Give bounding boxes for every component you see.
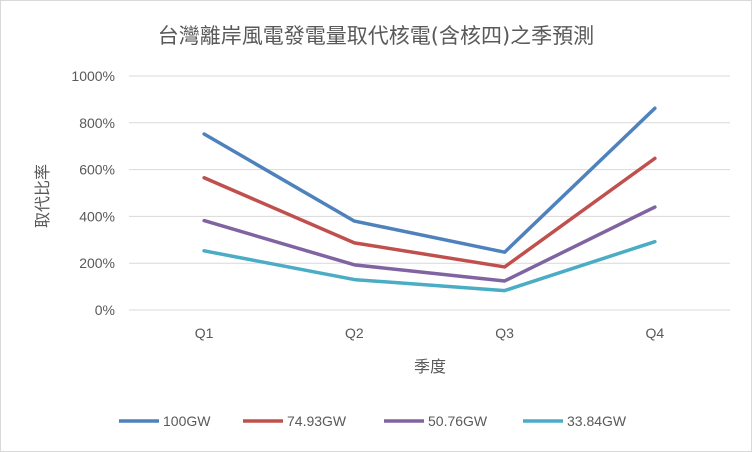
- legend: 100GW 74.93GW 50.76GW 33.84GW: [119, 413, 627, 429]
- y-axis-title: 取代比率: [33, 164, 52, 228]
- legend-item: 50.76GW: [384, 413, 488, 429]
- legend-item: 100GW: [119, 413, 211, 429]
- y-tick-label: 1000%: [71, 68, 115, 84]
- legend-label: 100GW: [163, 413, 211, 429]
- series-line: [202, 106, 657, 254]
- y-tick-label: 200%: [79, 255, 115, 271]
- series-line: [202, 156, 657, 269]
- x-tick-label: Q4: [646, 325, 665, 341]
- series-line: [202, 205, 657, 283]
- legend-item: 74.93GW: [243, 413, 347, 429]
- y-tick-label: 400%: [79, 208, 115, 224]
- x-tick-label: Q2: [345, 325, 364, 341]
- x-tick-label: Q1: [195, 325, 214, 341]
- legend-label: 50.76GW: [428, 413, 488, 429]
- x-tick-label: Q3: [495, 325, 514, 341]
- gridlines: [129, 75, 730, 311]
- chart-title: 台灣離岸風電發電量取代核電(含核四)之季預測: [158, 24, 594, 48]
- series-line: [202, 239, 657, 293]
- legend-label: 74.93GW: [287, 413, 347, 429]
- legend-label: 33.84GW: [567, 413, 627, 429]
- legend-item: 33.84GW: [523, 413, 627, 429]
- y-tick-label: 600%: [79, 162, 115, 178]
- x-axis-ticks: Q1 Q2 Q3 Q4: [195, 325, 665, 341]
- y-tick-label: 800%: [79, 115, 115, 131]
- x-axis-title: 季度: [414, 357, 446, 376]
- series-lines: [202, 106, 657, 293]
- y-axis-ticks: 0% 200% 400% 600% 800% 1000%: [71, 68, 115, 318]
- y-tick-label: 0%: [95, 302, 115, 318]
